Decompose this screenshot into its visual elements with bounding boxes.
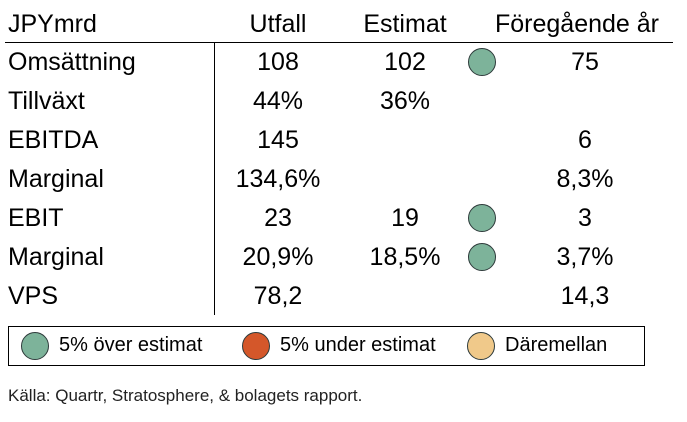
table-row: EBIT 23 19 3 [0,199,687,238]
utfall-value: 23 [264,204,292,232]
legend-label: 5% över estimat [59,334,203,356]
utfall-value: 108 [257,48,299,76]
column-divider [214,43,215,315]
estimat-value: 36% [379,87,431,115]
estimat-value [355,277,455,316]
row-label: EBITDA [8,126,99,154]
row-label: VPS [8,282,59,310]
header-label: JPYmrd [8,10,97,38]
legend-item-over: 5% över estimat [21,327,202,364]
utfall-value: 20,9% [242,243,314,271]
legend-item-under: 5% under estimat [242,327,436,364]
estimat-value: 19 [391,204,419,232]
status-indicator-icon [468,204,496,232]
foregaende-value: 6 [578,126,592,154]
row-label: Marginal [8,243,104,271]
foregaende-value: 14,3 [560,282,610,310]
foregaende-value: 75 [571,48,599,76]
legend-label: 5% under estimat [280,334,436,356]
red-circle-icon [242,331,270,360]
row-label: Omsättning [8,48,136,76]
green-circle-icon [21,331,49,360]
header-utfall: Utfall [249,10,307,38]
legend: 5% över estimat 5% under estimat Däremel… [8,326,645,366]
table-row: Marginal 134,6% 8,3% [0,160,687,199]
row-label: Marginal [8,165,104,193]
table-row: EBITDA 145 6 [0,121,687,160]
row-label: EBIT [8,204,64,232]
foregaende-value: 3,7% [556,243,614,271]
header-estimat: Estimat [363,10,447,38]
yellow-circle-icon [467,331,495,360]
header-foregaende-ar: Föregående år [495,10,660,38]
table-row: VPS 78,2 14,3 [0,277,687,316]
foregaende-value: 8,3% [556,165,614,193]
table-row: Tillväxt 44% 36% [0,82,687,121]
foregaende-value: 3 [578,204,592,232]
status-indicator-icon [468,243,496,271]
utfall-value: 134,6% [235,165,321,193]
estimat-value [355,160,455,199]
table-row: Marginal 20,9% 18,5% 3,7% [0,238,687,277]
estimat-value: 102 [384,48,426,76]
utfall-value: 44% [252,87,304,115]
utfall-value: 145 [257,126,299,154]
legend-item-between: Däremellan [467,327,607,364]
row-label: Tillväxt [8,87,85,115]
foregaende-value [535,82,635,121]
status-indicator-icon [468,48,496,76]
estimat-value [355,121,455,160]
estimat-value: 18,5% [369,243,441,271]
table-row: Omsättning 108 102 75 [0,43,687,82]
header-divider [5,42,673,43]
utfall-value: 78,2 [253,282,303,310]
source-note: Källa: Quartr, Stratosphere, & bolagets … [8,386,363,405]
legend-label: Däremellan [505,334,608,356]
